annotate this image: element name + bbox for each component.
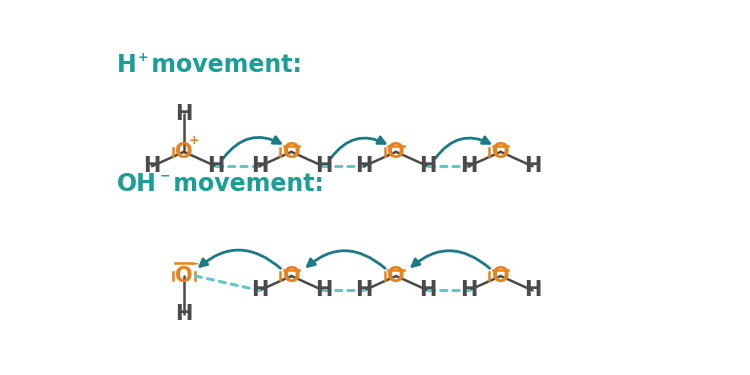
- FancyArrowPatch shape: [436, 137, 490, 158]
- Text: H: H: [524, 280, 542, 300]
- FancyArrowPatch shape: [200, 250, 280, 268]
- FancyArrowPatch shape: [331, 137, 385, 158]
- FancyArrowPatch shape: [224, 137, 280, 158]
- Text: O: O: [387, 266, 405, 286]
- Text: H: H: [117, 53, 136, 77]
- Text: O: O: [175, 142, 193, 162]
- Text: +: +: [137, 51, 148, 64]
- Text: H: H: [251, 280, 268, 300]
- Text: H: H: [419, 280, 436, 300]
- Text: O: O: [175, 266, 193, 286]
- Text: H: H: [524, 156, 542, 176]
- Text: O: O: [283, 142, 300, 162]
- Text: O: O: [492, 142, 509, 162]
- Text: H: H: [315, 156, 332, 176]
- Text: H: H: [460, 280, 477, 300]
- Text: H: H: [251, 156, 268, 176]
- FancyArrowPatch shape: [412, 251, 490, 268]
- Text: H: H: [356, 156, 373, 176]
- Text: H: H: [176, 104, 193, 124]
- FancyArrowPatch shape: [308, 251, 386, 268]
- Text: H: H: [176, 303, 193, 324]
- Text: H: H: [419, 156, 436, 176]
- Text: O: O: [492, 266, 509, 286]
- Text: −: −: [189, 258, 200, 271]
- Text: movement:: movement:: [143, 53, 302, 77]
- Text: movement:: movement:: [165, 172, 323, 196]
- Text: OH: OH: [117, 172, 157, 196]
- Text: H: H: [143, 156, 160, 176]
- Text: H: H: [356, 280, 373, 300]
- Text: H: H: [460, 156, 477, 176]
- Text: O: O: [283, 266, 300, 286]
- Text: −: −: [160, 170, 170, 183]
- Text: H: H: [207, 156, 224, 176]
- Text: O: O: [387, 142, 405, 162]
- Text: +: +: [189, 134, 200, 147]
- Text: H: H: [315, 280, 332, 300]
